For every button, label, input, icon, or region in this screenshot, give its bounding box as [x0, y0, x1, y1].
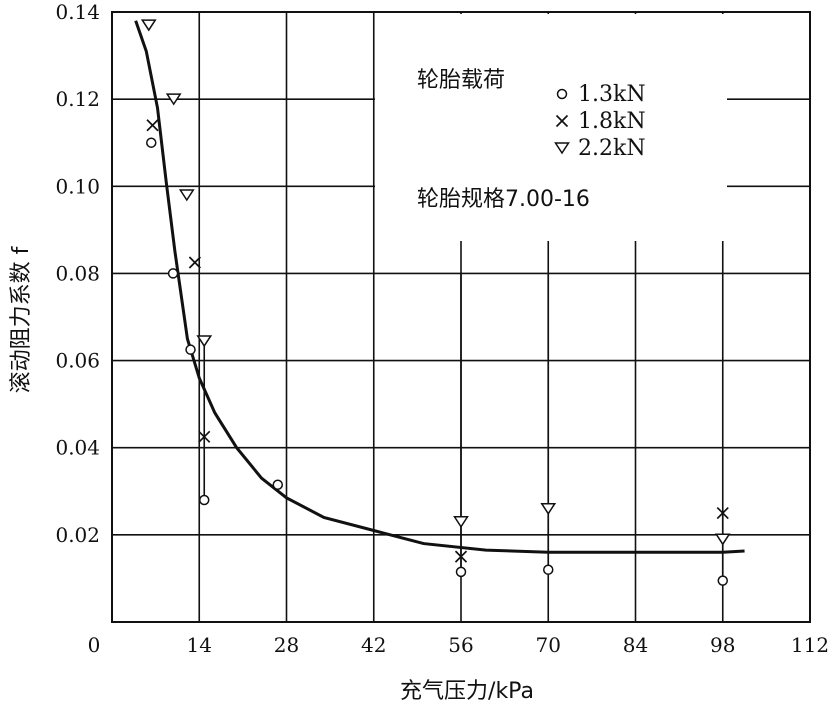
- error-bars: [203, 273, 724, 581]
- legend-note: 轮胎规格7.00-16: [417, 187, 590, 212]
- data-point-triangle-down: [540, 502, 557, 516]
- legend-item: 2.2kN: [554, 136, 646, 161]
- data-point-triangle-down: [140, 19, 157, 32]
- legend-item: 1.8kN: [555, 109, 646, 134]
- fit-curve: [134, 20, 745, 554]
- legend-marker-triangle-down: [554, 142, 570, 155]
- data-point-cross: [198, 430, 211, 443]
- legend-box: [375, 14, 727, 241]
- y-tick-label: 0.12: [55, 87, 100, 111]
- x-tick-label: 0: [88, 633, 101, 657]
- data-point-triangle-down: [165, 93, 182, 106]
- data-point-circle: [543, 564, 554, 575]
- data-point-cross: [188, 256, 201, 269]
- y-tick-label: 0.14: [55, 0, 100, 24]
- x-tick-label: 98: [710, 633, 735, 657]
- x-tick-label: 112: [791, 633, 829, 657]
- legend-item-label: 2.2kN: [578, 136, 646, 161]
- x-tick-label: 28: [274, 633, 299, 657]
- y-tick-label: 0.08: [55, 261, 100, 285]
- y-tick-label: 0.04: [55, 436, 100, 460]
- legend-item-label: 1.8kN: [578, 109, 646, 134]
- y-tick-label: 0.02: [55, 523, 100, 547]
- legend-item-label: 1.3kN: [578, 82, 646, 107]
- data-point-circle: [198, 494, 210, 506]
- data-point-triangle-down: [196, 335, 213, 348]
- y-tick-label: 0.06: [55, 349, 100, 373]
- data-point-triangle-down: [714, 533, 731, 546]
- data-point-cross: [146, 119, 159, 132]
- data-point-circle: [146, 137, 157, 148]
- x-tick-label: 14: [187, 633, 212, 657]
- legend-title: 轮胎载荷: [417, 68, 505, 93]
- data-point-circle: [185, 344, 196, 355]
- data-point-cross: [454, 550, 468, 563]
- legend-item: 1.3kN: [556, 82, 646, 107]
- data-point-circle: [455, 566, 467, 578]
- x-tick-label: 56: [448, 633, 473, 657]
- data-point-triangle-down: [453, 516, 469, 529]
- plot-frame: [111, 11, 811, 623]
- markers: [140, 19, 731, 586]
- legend-marker-circle: [556, 88, 568, 100]
- data-point-circle: [717, 575, 728, 586]
- y-tick-labels: 0.02 0.04 0.06 0.08 0.10 0.12 0.14: [55, 0, 100, 547]
- x-tick-label: 84: [623, 633, 648, 657]
- data-point-triangle-down: [178, 189, 195, 202]
- data-point-circle: [272, 479, 284, 490]
- x-axis-label: 充气压力/kPa: [400, 679, 534, 704]
- y-axis-label: 滚动阻力系数 f: [9, 245, 34, 393]
- x-tick-label: 42: [361, 633, 386, 657]
- data-point-cross: [716, 506, 729, 520]
- legend-marker-cross: [555, 114, 569, 128]
- x-tick-label: 70: [536, 633, 561, 657]
- y-tick-label: 0.10: [55, 174, 100, 198]
- data-point-circle: [167, 268, 179, 279]
- x-tick-labels: 0 14 28 42 56 70 84 98 112: [88, 633, 829, 657]
